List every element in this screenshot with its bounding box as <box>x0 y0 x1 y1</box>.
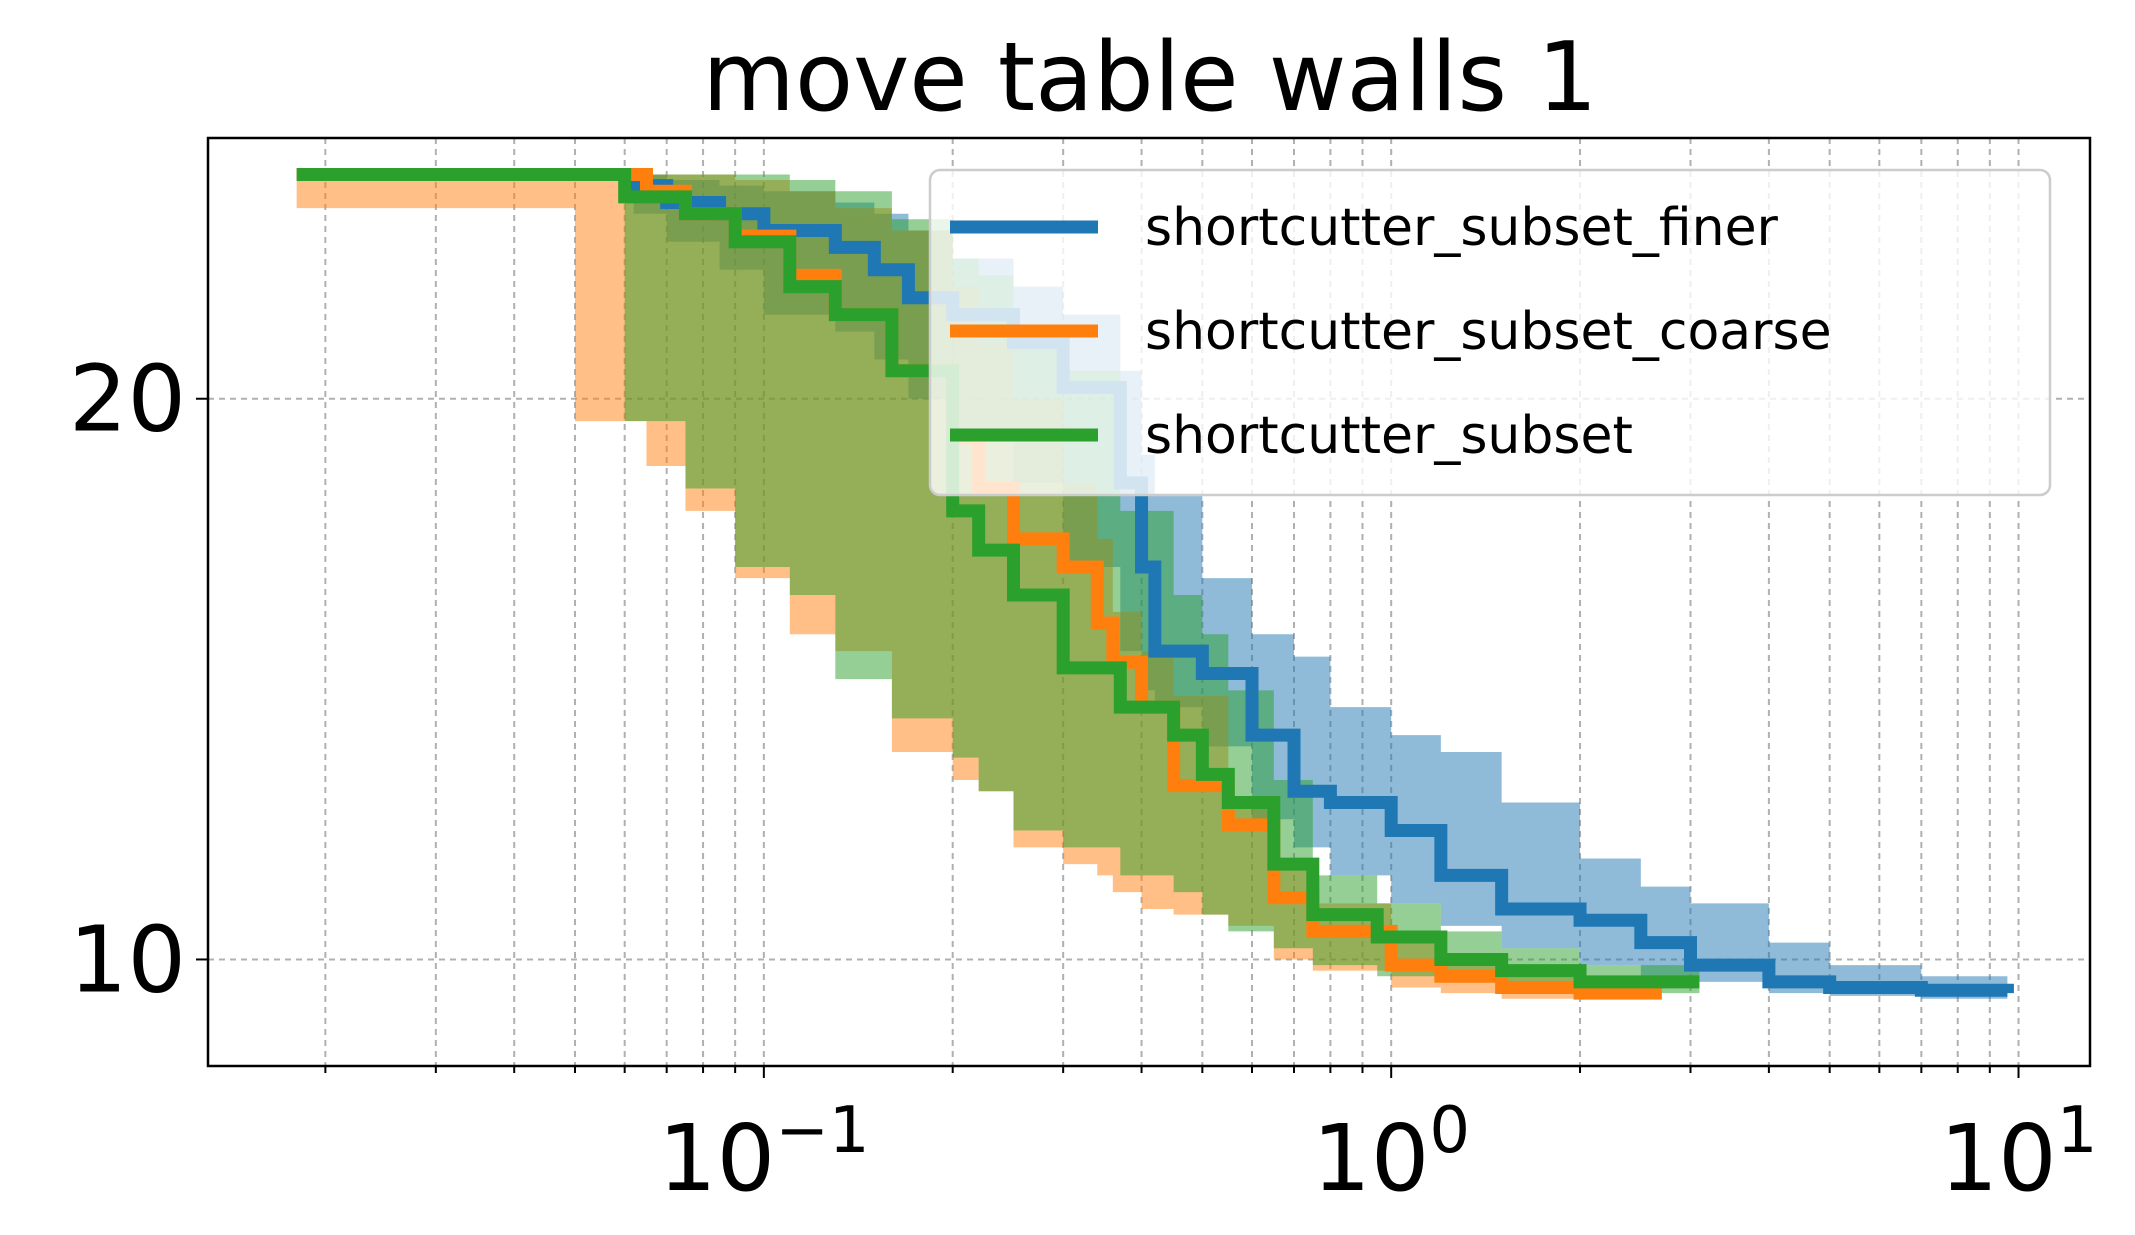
line-shortcutter_subset <box>296 167 1700 989</box>
legend-label: shortcutter_subset_finer <box>1145 198 1779 258</box>
axis-ticks: 10 20 10−1 100 101 <box>69 346 2097 1212</box>
legend-label: shortcutter_subset <box>1145 406 1633 466</box>
band-shortcutter_subset <box>296 174 1700 994</box>
confidence-bands <box>296 174 2008 999</box>
x-tick-label: 100 <box>1312 1094 1470 1212</box>
line-shortcutter_subset_finer <box>514 167 2014 997</box>
chart-title: move table walls 1 <box>702 23 1597 133</box>
series-lines <box>296 167 2014 1000</box>
y-tick-label: 20 <box>69 346 186 453</box>
y-tick-label: 10 <box>69 906 186 1013</box>
x-tick-label: 101 <box>1940 1094 2098 1212</box>
legend: shortcutter_subset_finer shortcutter_subs… <box>928 168 2052 497</box>
x-tick-label: 10−1 <box>658 1094 869 1212</box>
plot-frame <box>206 136 2092 1068</box>
legend-label: shortcutter_subset_coarse <box>1145 302 1832 362</box>
legend-box <box>928 168 2052 497</box>
